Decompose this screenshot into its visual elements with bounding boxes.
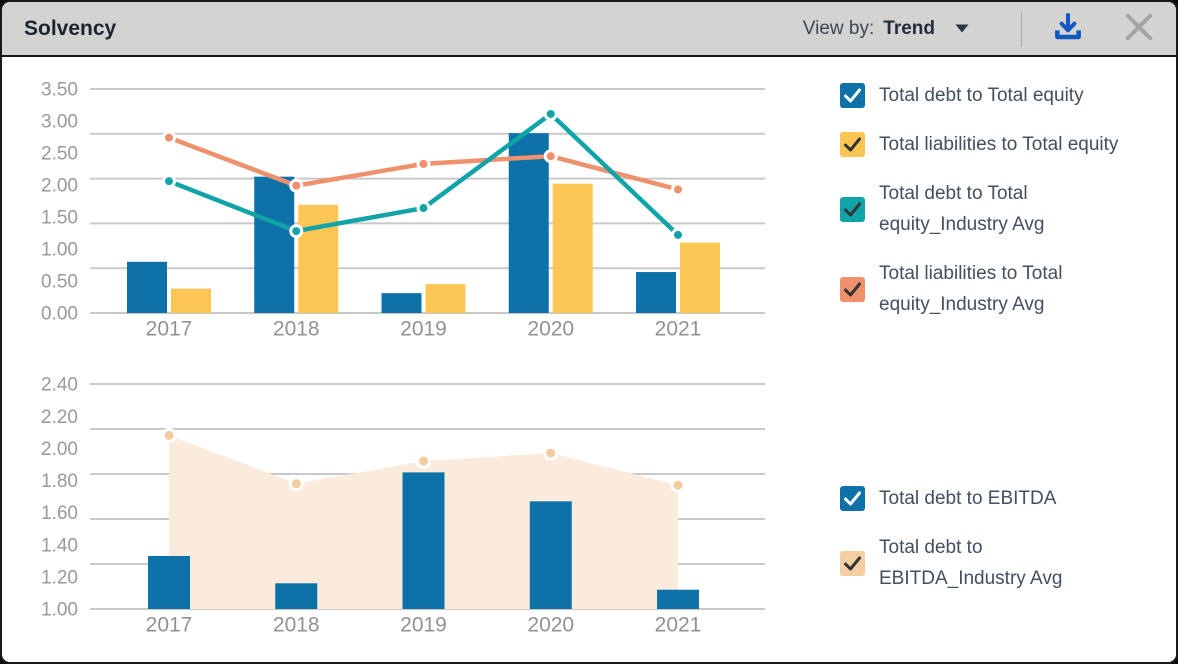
svg-text:2019: 2019 — [400, 317, 447, 340]
ebitda-chart[interactable]: 2.40 2.20 2.00 1.80 1.60 1.40 1.20 1.00 2017 2018… — [41, 375, 765, 637]
y-axis-labels: 3.50 3.00 2.50 2.00 1.50 1.00 0.50 0.00 — [41, 80, 78, 325]
legend-label: Total debt to Total equity_Industry Avg — [879, 183, 1045, 235]
legend-label: Total debt to Total equity — [879, 85, 1084, 106]
svg-text:1.60: 1.60 — [41, 503, 78, 524]
svg-text:2.20: 2.20 — [41, 407, 78, 428]
y-axis-labels: 2.40 2.20 2.00 1.80 1.60 1.40 1.20 1.00 — [41, 375, 78, 621]
panel-title: Solvency — [24, 16, 117, 40]
svg-text:1.00: 1.00 — [41, 240, 78, 261]
legend-checkbox-total-debt-to-ebitda-industry-avg[interactable] — [840, 550, 865, 576]
svg-text:1.40: 1.40 — [41, 535, 78, 556]
svg-text:2021: 2021 — [655, 613, 702, 636]
svg-text:2.40: 2.40 — [41, 375, 78, 396]
svg-text:1.20: 1.20 — [41, 568, 78, 589]
download-button[interactable] — [1052, 11, 1084, 46]
legend-label: Total liabilities to Total equity — [879, 134, 1119, 155]
legend-checkbox-total-liabilities-to-total-equity-industry-avg[interactable] — [840, 276, 865, 302]
bar-series-total-debt-to-total-equity[interactable] — [127, 133, 676, 313]
bar-series-total-liabilities-to-total-equity[interactable] — [171, 183, 720, 313]
trend-chart[interactable]: 3.50 3.00 2.50 2.00 1.50 1.00 0.50 0.00 2017 2018… — [41, 80, 765, 341]
trend-chart-legend: Total debt to Total equity Total liabilit… — [840, 80, 1140, 320]
svg-text:3.00: 3.00 — [41, 112, 78, 133]
svg-text:2020: 2020 — [527, 317, 574, 340]
legend-label: Total debt to EBITDA — [879, 488, 1057, 509]
x-axis-labels: 2017 2018 2019 2020 2021 — [146, 317, 702, 340]
legend-item: Total liabilities to Total equity_Indust… — [840, 258, 1140, 320]
close-icon — [1124, 12, 1154, 45]
legend-checkbox-total-debt-to-ebitda[interactable] — [840, 486, 865, 511]
svg-text:0.00: 0.00 — [41, 304, 78, 325]
svg-text:2018: 2018 — [273, 613, 320, 636]
header-divider — [1021, 10, 1022, 47]
close-button[interactable] — [1124, 12, 1154, 45]
solvency-charts[interactable]: 3.50 3.00 2.50 2.00 1.50 1.00 0.50 0.00 2017 2018… — [2, 57, 822, 664]
svg-text:2021: 2021 — [655, 317, 702, 340]
header-controls: View by: Trend — [802, 10, 1176, 47]
svg-text:2020: 2020 — [527, 613, 574, 636]
svg-text:2017: 2017 — [146, 613, 193, 636]
panel-header: Solvency View by: Trend — [2, 2, 1176, 57]
svg-text:2019: 2019 — [400, 613, 447, 636]
legend-item: Total debt to EBITDA — [840, 483, 1140, 514]
view-by-value[interactable]: Trend — [883, 17, 935, 39]
legend-label: Total debt to EBITDA_Industry Avg — [879, 537, 1063, 589]
view-by-label: View by: — [802, 17, 875, 39]
legend-checkbox-total-debt-to-total-equity-industry-avg[interactable] — [840, 196, 865, 222]
legend-item: Total debt to Total equity_Industry Avg — [840, 178, 1140, 240]
legend-checkbox-total-debt-to-total-equity[interactable] — [840, 83, 865, 108]
svg-text:2.00: 2.00 — [41, 439, 78, 460]
svg-text:2018: 2018 — [273, 317, 320, 340]
line-dots-total-debt-to-total-equity-industry-avg[interactable] — [162, 106, 685, 242]
legend-item: Total debt to Total equity — [840, 80, 1140, 111]
svg-text:2.00: 2.00 — [41, 176, 78, 197]
svg-text:1.00: 1.00 — [41, 600, 78, 621]
svg-text:2017: 2017 — [146, 317, 193, 340]
svg-text:3.50: 3.50 — [41, 80, 78, 101]
chevron-down-icon[interactable] — [955, 20, 969, 38]
panel-body: 3.50 3.00 2.50 2.00 1.50 1.00 0.50 0.00 2017 2018… — [2, 57, 1176, 664]
legend-item: Total debt to EBITDA_Industry Avg — [840, 532, 1140, 594]
download-icon — [1052, 11, 1084, 46]
svg-text:2.50: 2.50 — [41, 144, 78, 165]
legend-item: Total liabilities to Total equity — [840, 129, 1140, 160]
x-axis-labels: 2017 2018 2019 2020 2021 — [146, 613, 702, 636]
bar-series-total-debt-to-ebitda[interactable] — [148, 472, 699, 609]
line-series-total-debt-to-total-equity-industry-avg[interactable] — [166, 111, 681, 238]
area-dots-total-debt-to-ebitda-industry-avg[interactable] — [161, 427, 686, 493]
legend-checkbox-total-liabilities-to-total-equity[interactable] — [840, 132, 865, 157]
svg-text:1.50: 1.50 — [41, 208, 78, 229]
line-dots-total-liabilities-to-total-equity-industry-avg[interactable] — [162, 130, 685, 197]
svg-text:0.50: 0.50 — [41, 272, 78, 293]
ebitda-chart-legend: Total debt to EBITDA Total debt to EBITDA… — [840, 483, 1140, 594]
legend-label: Total liabilities to Total equity_Indust… — [879, 263, 1063, 315]
svg-text:1.80: 1.80 — [41, 471, 78, 492]
